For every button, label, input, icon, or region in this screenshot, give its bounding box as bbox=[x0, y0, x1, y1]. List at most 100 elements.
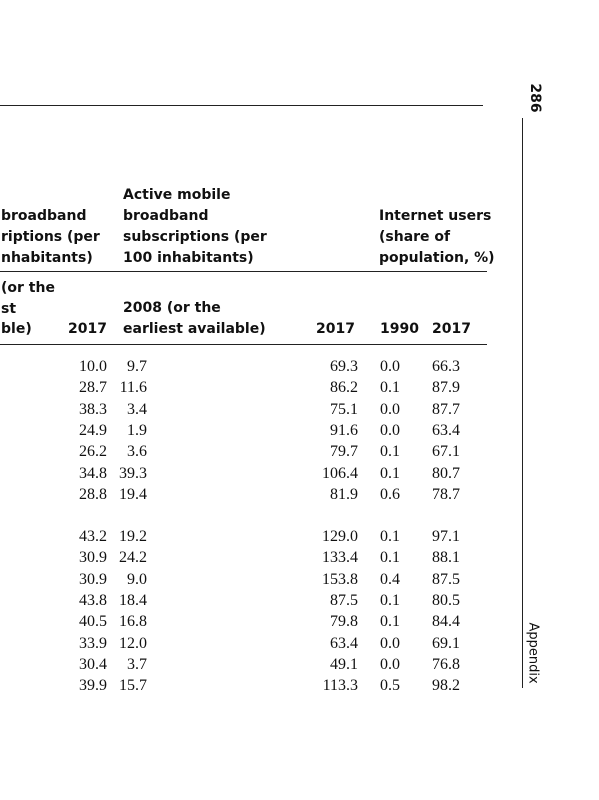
table-cell: 87.5 bbox=[330, 592, 358, 610]
column-header: st bbox=[1, 300, 17, 317]
table-cell: 129.0 bbox=[322, 528, 358, 545]
table-cell: 0.4 bbox=[380, 570, 400, 588]
column-header: earliest available) bbox=[123, 320, 266, 337]
table-cell: 81.9 bbox=[330, 486, 358, 504]
table-cell: 113.3 bbox=[322, 677, 358, 695]
table-cell: 30.9 bbox=[79, 570, 107, 588]
table-cell: 38.3 bbox=[79, 400, 107, 418]
group-header: subscriptions (per bbox=[123, 229, 267, 245]
table-cell: 80.7 bbox=[432, 464, 460, 482]
table-cell: 15.7 bbox=[119, 677, 147, 695]
table-cell: 33.9 bbox=[79, 634, 107, 652]
column-header: (or the bbox=[1, 280, 55, 296]
table-cell: 16.8 bbox=[119, 613, 147, 631]
table-cell: 9.7 bbox=[127, 358, 147, 375]
top-rule bbox=[0, 105, 483, 106]
column-rule bbox=[0, 344, 487, 345]
table-cell: 30.9 bbox=[79, 549, 107, 567]
table-cell: 153.8 bbox=[322, 570, 358, 588]
table-cell: 87.5 bbox=[432, 570, 460, 588]
column-header: 2008 (or the bbox=[123, 300, 221, 316]
table-cell: 3.4 bbox=[127, 400, 147, 418]
table-cell: 98.2 bbox=[432, 677, 460, 695]
table-cell: 69.1 bbox=[432, 634, 460, 652]
running-head: Appendix bbox=[525, 622, 541, 684]
group-header: broadband bbox=[1, 208, 87, 224]
table-cell: 0.0 bbox=[380, 422, 400, 440]
margin-rule bbox=[522, 118, 523, 688]
table-cell: 63.4 bbox=[432, 422, 460, 440]
table-cell: 0.1 bbox=[380, 549, 400, 567]
table-cell: 12.0 bbox=[119, 634, 147, 652]
table-cell: 88.1 bbox=[432, 549, 460, 567]
table-cell: 87.7 bbox=[432, 400, 460, 418]
table-cell: 0.1 bbox=[380, 443, 400, 461]
table-cell: 69.3 bbox=[330, 358, 358, 375]
table-cell: 87.9 bbox=[432, 379, 460, 397]
table-cell: 18.4 bbox=[119, 592, 147, 610]
group-header: broadband bbox=[123, 208, 209, 224]
table-cell: 40.5 bbox=[79, 613, 107, 631]
table-cell: 63.4 bbox=[330, 634, 358, 652]
table-cell: 0.1 bbox=[380, 592, 400, 610]
table-cell: 24.2 bbox=[119, 549, 147, 567]
column-header: 1990 bbox=[380, 321, 419, 337]
table-cell: 0.0 bbox=[380, 400, 400, 418]
table-cell: 133.4 bbox=[322, 549, 358, 567]
table-cell: 39.3 bbox=[119, 464, 147, 482]
group-header: 100 inhabitants) bbox=[123, 250, 254, 266]
table-cell: 97.1 bbox=[432, 528, 460, 545]
table-cell: 0.1 bbox=[380, 613, 400, 631]
table-cell: 3.7 bbox=[127, 656, 147, 674]
table-cell: 26.2 bbox=[79, 443, 107, 461]
table-cell: 0.1 bbox=[380, 379, 400, 397]
column-header: 2017 bbox=[432, 321, 471, 337]
table-cell: 30.4 bbox=[79, 656, 107, 674]
table-cell: 84.4 bbox=[432, 613, 460, 631]
table-cell: 78.7 bbox=[432, 486, 460, 504]
table-cell: 49.1 bbox=[330, 656, 358, 674]
column-header: 2017 bbox=[68, 321, 107, 337]
group-header: riptions (per bbox=[1, 229, 100, 245]
table-cell: 3.6 bbox=[127, 443, 147, 461]
table-cell: 0.1 bbox=[380, 464, 400, 482]
table-cell: 79.7 bbox=[330, 443, 358, 461]
group-header: population, %) bbox=[379, 250, 495, 266]
group-header: Active mobile bbox=[123, 187, 231, 203]
group-header: nhabitants) bbox=[1, 250, 93, 266]
table-cell: 11.6 bbox=[119, 379, 147, 397]
table-cell: 34.8 bbox=[79, 464, 107, 482]
table-cell: 0.1 bbox=[380, 528, 400, 545]
table-cell: 106.4 bbox=[322, 464, 358, 482]
table-cell: 91.6 bbox=[330, 422, 358, 440]
table-cell: 43.8 bbox=[79, 592, 107, 610]
table-cell: 1.9 bbox=[127, 422, 147, 440]
table-cell: 9.0 bbox=[127, 570, 147, 588]
table-cell: 0.5 bbox=[380, 677, 400, 695]
table-cell: 76.8 bbox=[432, 656, 460, 674]
table-cell: 0.0 bbox=[380, 358, 400, 375]
page-number: 286 bbox=[527, 83, 543, 113]
table-cell: 19.4 bbox=[119, 486, 147, 504]
table-cell: 0.0 bbox=[380, 634, 400, 652]
group-header: (share of bbox=[379, 229, 451, 245]
table-cell: 10.0 bbox=[79, 358, 107, 375]
table-cell: 0.0 bbox=[380, 656, 400, 674]
table-cell: 19.2 bbox=[119, 528, 147, 545]
column-header: 2017 bbox=[316, 321, 355, 337]
table-cell: 28.7 bbox=[79, 379, 107, 397]
group-header: Internet users bbox=[379, 208, 492, 224]
table-cell: 79.8 bbox=[330, 613, 358, 631]
table-cell: 67.1 bbox=[432, 443, 460, 461]
table-cell: 75.1 bbox=[330, 400, 358, 418]
table-cell: 43.2 bbox=[79, 528, 107, 545]
table-cell: 0.6 bbox=[380, 486, 400, 504]
column-header: ble) bbox=[1, 321, 32, 337]
table-cell: 39.9 bbox=[79, 677, 107, 695]
table-cell: 86.2 bbox=[330, 379, 358, 397]
table-cell: 66.3 bbox=[432, 358, 460, 375]
table-cell: 80.5 bbox=[432, 592, 460, 610]
table-cell: 24.9 bbox=[79, 422, 107, 440]
header-rule bbox=[0, 271, 487, 272]
